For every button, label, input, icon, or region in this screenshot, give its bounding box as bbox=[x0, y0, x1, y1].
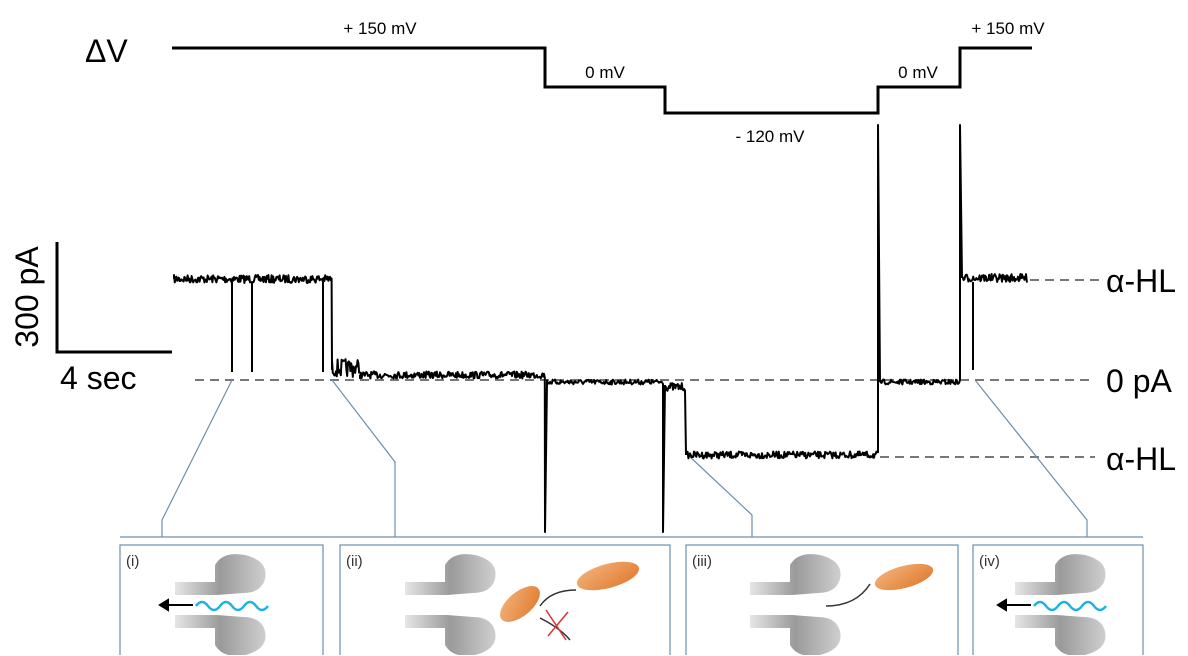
step-label: + 150 mV bbox=[343, 19, 417, 38]
panel-label: (i) bbox=[126, 553, 139, 570]
panel-label: (ii) bbox=[346, 553, 363, 570]
step-label: 0 mV bbox=[585, 63, 625, 82]
connector bbox=[975, 380, 1087, 537]
connector bbox=[688, 455, 752, 537]
step-label: 0 mV bbox=[898, 63, 938, 82]
current-trace bbox=[174, 125, 1028, 532]
figure: ΔV + 150 mV 0 mV - 120 mV 0 mV + 150 mV … bbox=[0, 0, 1188, 656]
level-label: α-HL bbox=[1106, 441, 1176, 477]
connector bbox=[332, 380, 395, 537]
panel bbox=[340, 545, 670, 656]
level-label: 0 pA bbox=[1106, 363, 1172, 399]
connector bbox=[162, 380, 232, 537]
current-scale: 300 pA bbox=[9, 246, 45, 348]
connectors bbox=[120, 380, 1143, 537]
page: {"voltage_protocol": {"label": "ΔV", "st… bbox=[0, 0, 1188, 656]
level-label: α-HL bbox=[1106, 263, 1176, 299]
panels: (i) (ii) (iii) (iv) bbox=[120, 545, 1143, 656]
trace-line bbox=[174, 125, 1028, 532]
time-scale: 4 sec bbox=[60, 360, 136, 396]
step-label: - 120 mV bbox=[736, 127, 806, 146]
panel-label: (iii) bbox=[692, 553, 712, 570]
panel-label: (iv) bbox=[979, 553, 1000, 570]
scale-bar bbox=[57, 242, 172, 352]
step-label: + 150 mV bbox=[971, 19, 1045, 38]
voltage-label: ΔV bbox=[85, 33, 128, 69]
